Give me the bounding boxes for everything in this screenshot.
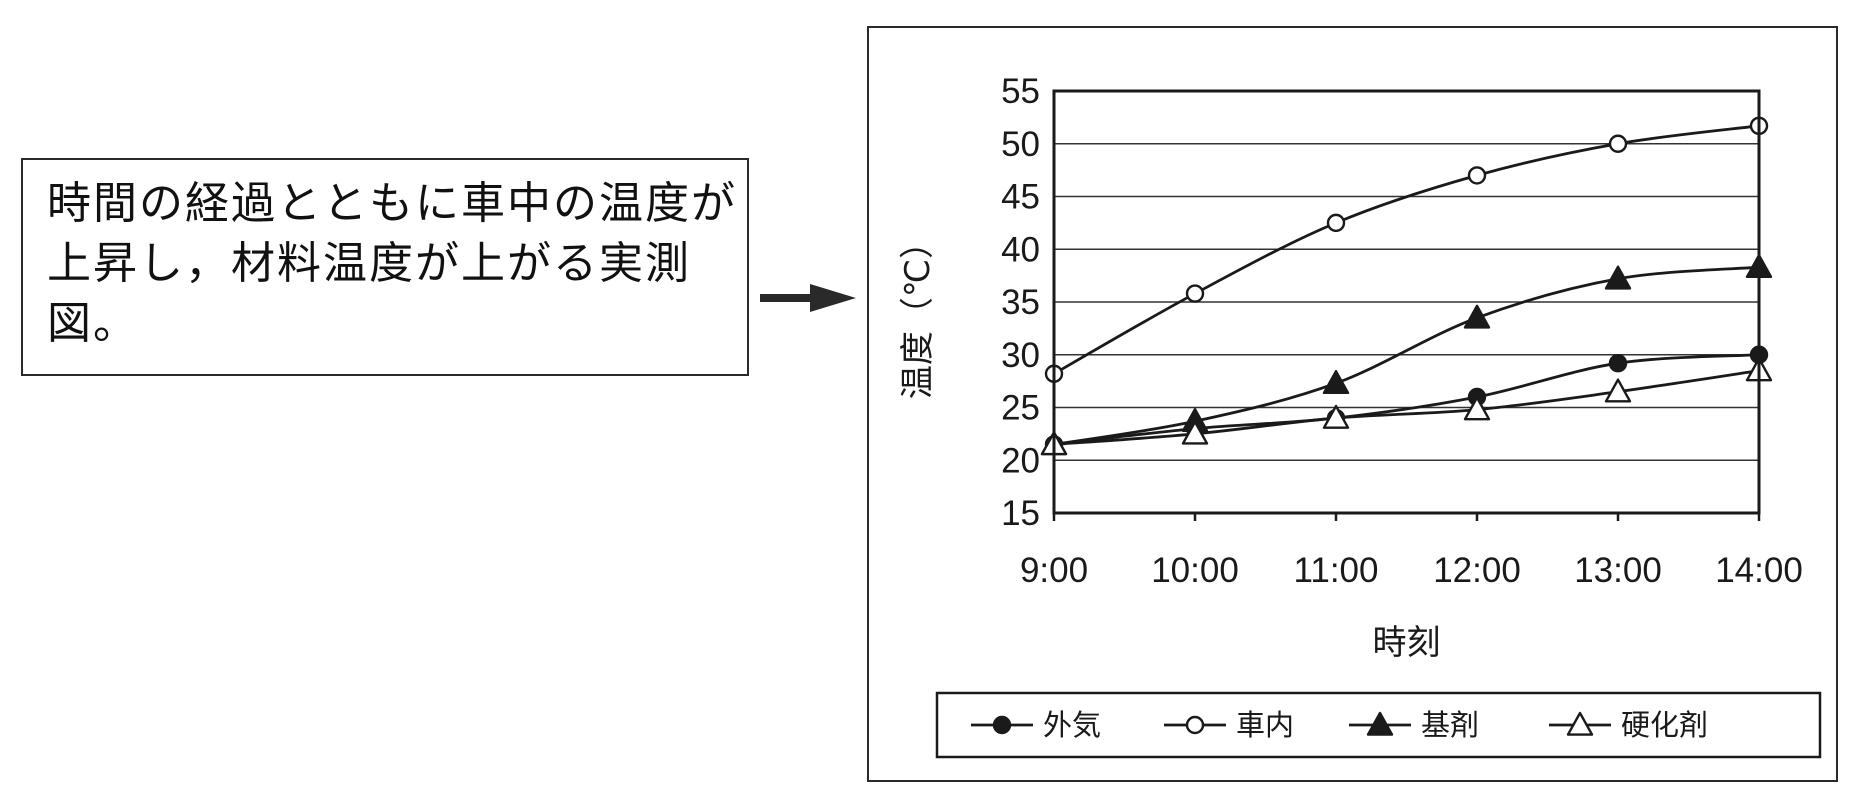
temperature-line-chart: 15 20 25 30 35 40 45 50 55 9:00 10:00 11:00 12:00 13… bbox=[898, 72, 1822, 759]
legend-item: 基剤 bbox=[1349, 708, 1479, 742]
legend-item: 外気 bbox=[971, 708, 1101, 742]
legend-marker bbox=[1366, 711, 1394, 736]
y-tick-label: 55 bbox=[1001, 72, 1040, 111]
series-lines bbox=[1040, 116, 1773, 456]
legend-item: 車内 bbox=[1164, 708, 1294, 742]
y-tick-label: 20 bbox=[1001, 441, 1040, 480]
x-tick-label: 12:00 bbox=[1433, 551, 1521, 590]
series-line bbox=[1053, 353, 1760, 446]
legend-label: 外気 bbox=[1043, 708, 1101, 742]
y-tick-label: 30 bbox=[1001, 336, 1040, 375]
data-point-marker bbox=[1463, 396, 1491, 421]
data-point-marker bbox=[1326, 213, 1346, 233]
legend-label: 基剤 bbox=[1421, 708, 1479, 742]
x-tick-label: 11:00 bbox=[1294, 551, 1379, 590]
legend-label: 硬化剤 bbox=[1621, 708, 1708, 742]
legend: 外気 車内 基剤 硬化剤 bbox=[935, 691, 1822, 759]
x-tick-label: 14:00 bbox=[1715, 551, 1803, 590]
arrow-right-icon bbox=[760, 284, 856, 312]
data-point-marker bbox=[1181, 420, 1209, 445]
x-tick-label: 9:00 bbox=[1020, 551, 1088, 590]
callout-text: 時間の経過とともに車中の温度が上昇し，材料温度が上がる実測図。 bbox=[47, 178, 737, 349]
data-point-marker bbox=[1604, 265, 1632, 290]
explanation-callout: 時間の経過とともに車中の温度が上昇し，材料温度が上がる実測図。 bbox=[21, 158, 749, 376]
series-line bbox=[1053, 265, 1760, 446]
data-point-marker bbox=[1604, 378, 1632, 403]
data-point-marker bbox=[1463, 304, 1491, 329]
gridlines bbox=[1054, 142, 1759, 462]
data-point-marker bbox=[1185, 284, 1205, 303]
data-point-marker bbox=[1467, 166, 1487, 185]
y-axis-title: 温度（℃） bbox=[898, 225, 938, 399]
series-line bbox=[1053, 369, 1760, 446]
chart-frame: 15 20 25 30 35 40 45 50 55 9:00 10:00 11:00 12:00 13… bbox=[867, 26, 1838, 782]
legend-item: 硬化剤 bbox=[1549, 708, 1708, 742]
x-axis-ticks: 9:00 10:00 11:00 12:00 13:00 14:00 bbox=[1020, 513, 1803, 590]
x-axis-title: 時刻 bbox=[1373, 623, 1441, 663]
y-axis-ticks: 15 20 25 30 35 40 45 50 55 bbox=[1001, 72, 1040, 533]
data-point-marker bbox=[1322, 404, 1350, 429]
y-tick-label: 35 bbox=[1001, 283, 1040, 322]
legend-marker bbox=[992, 715, 1012, 735]
x-tick-label: 13:00 bbox=[1574, 551, 1662, 590]
legend-label: 車内 bbox=[1236, 708, 1294, 742]
legend-marker bbox=[1185, 715, 1205, 735]
legend-marker bbox=[1566, 711, 1594, 736]
y-tick-label: 50 bbox=[1001, 125, 1040, 164]
data-point-marker bbox=[1608, 134, 1628, 153]
x-tick-label: 10:00 bbox=[1151, 551, 1239, 590]
data-point-marker bbox=[1608, 353, 1628, 373]
y-tick-label: 25 bbox=[1001, 389, 1040, 428]
plot-area-border bbox=[1052, 89, 1761, 515]
y-tick-label: 40 bbox=[1001, 230, 1040, 269]
data-point-marker bbox=[1322, 370, 1350, 395]
y-tick-label: 45 bbox=[1001, 178, 1040, 217]
y-tick-label: 15 bbox=[1001, 494, 1040, 533]
series-3 bbox=[1040, 357, 1773, 456]
